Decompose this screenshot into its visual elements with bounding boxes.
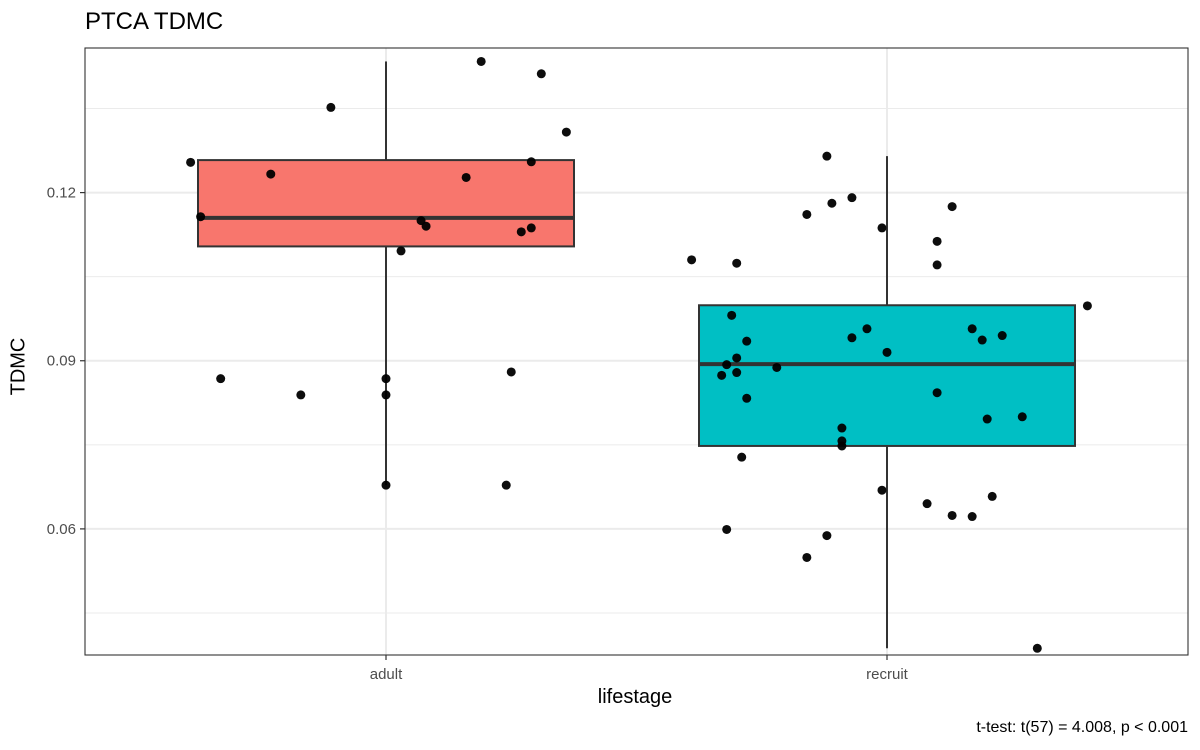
box-recruit [698, 304, 1076, 447]
data-point [1032, 643, 1042, 653]
data-point [742, 336, 752, 346]
panel-border [84, 47, 1189, 656]
data-point [501, 480, 511, 490]
data-point [216, 374, 226, 384]
data-point [381, 390, 391, 400]
data-point [847, 193, 857, 203]
data-point [802, 552, 812, 562]
box-adult [197, 159, 575, 248]
data-point [732, 258, 742, 268]
t-test-caption: t-test: t(57) = 4.008, p < 0.001 [976, 719, 1188, 736]
data-point [987, 491, 997, 501]
data-point [967, 512, 977, 522]
data-point [772, 362, 782, 372]
data-point [932, 388, 942, 398]
data-point [847, 333, 857, 343]
data-point [967, 324, 977, 334]
data-point [727, 310, 737, 320]
data-point [977, 335, 987, 345]
data-point [882, 347, 892, 357]
y-tick-label: 0.09 [47, 353, 76, 370]
data-point [396, 246, 406, 256]
y-tick-label: 0.12 [47, 185, 76, 202]
data-point [822, 531, 832, 541]
data-point [997, 331, 1007, 341]
data-point [526, 157, 536, 167]
data-point [827, 198, 837, 208]
y-tick-label: 0.06 [47, 521, 76, 538]
data-point [837, 423, 847, 433]
data-point [877, 223, 887, 233]
data-point [722, 360, 732, 370]
data-point [296, 390, 306, 400]
data-point [837, 436, 847, 446]
data-point [196, 212, 206, 222]
data-point [516, 227, 526, 237]
chart-title: PTCA TDMC [85, 8, 224, 35]
data-point [381, 480, 391, 490]
x-tick-label: adult [370, 666, 403, 683]
data-point [732, 353, 742, 363]
data-point [687, 255, 697, 265]
data-point [802, 209, 812, 219]
data-point [947, 510, 957, 520]
x-axis-title-text: lifestage [597, 686, 673, 708]
data-point [381, 374, 391, 384]
data-point [947, 202, 957, 212]
data-point [506, 367, 516, 377]
data-point [982, 414, 992, 424]
data-point [561, 127, 571, 137]
data-point [922, 499, 932, 509]
data-point [326, 102, 336, 112]
data-point [932, 236, 942, 246]
data-point [722, 524, 732, 534]
data-point [476, 56, 486, 66]
data-point [1017, 412, 1027, 422]
data-point [742, 393, 752, 403]
data-point [536, 69, 546, 79]
data-point [822, 151, 832, 161]
data-point [461, 172, 471, 182]
data-point [932, 260, 942, 270]
data-point [862, 324, 872, 334]
box-layer [197, 61, 1076, 649]
data-point [737, 452, 747, 462]
data-point [421, 221, 431, 231]
data-point [526, 223, 536, 233]
axis-layer: 0.06 0.09 0.12 adult recruit [47, 185, 909, 683]
point-layer [186, 56, 1092, 653]
data-point [1082, 301, 1092, 311]
x-tick-label: recruit [866, 666, 909, 683]
data-point [717, 370, 727, 380]
data-point [732, 368, 742, 378]
data-point [877, 485, 887, 495]
data-point [186, 157, 196, 167]
data-point [266, 169, 276, 179]
